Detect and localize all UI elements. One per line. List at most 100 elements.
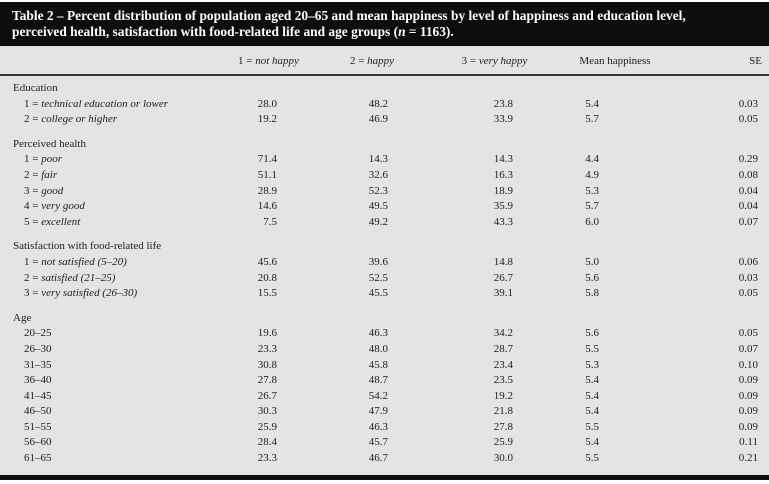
cell-value: 5.7 [585,200,599,213]
row-label-prefix: 5 = [24,215,42,228]
cell-value: 25.9 [493,436,513,449]
row-label: 2 = fair [0,168,225,184]
row-label: 61–65 [0,451,225,467]
cell-value: 32.6 [368,168,388,181]
table-area: 1 = not happy 2 = happy 3 = very happy M… [0,46,769,475]
cell-value: 27.8 [257,374,277,387]
table-row: 56–60 28.4 45.7 25.9 5.4 0.11 [0,435,769,451]
cell-value: 46.3 [368,327,388,340]
row-label: 26–30 [0,342,225,358]
cell-value: 0.21 [738,452,758,465]
cell-value: 46.3 [368,420,388,433]
cell-value: 7.5 [263,215,277,228]
table-row: 51–55 25.9 46.3 27.8 5.5 0.09 [0,420,769,436]
table-row: 41–45 26.7 54.2 19.2 5.4 0.09 [0,389,769,405]
table-row: 2 = satisfied (21–25) 20.8 52.5 26.7 5.6 0.03 [0,271,769,287]
column-header-mean-happiness: Mean happiness [557,46,673,76]
row-label-prefix: 26–30 [24,342,52,355]
cell-value: 48.7 [368,374,388,387]
cell-value: 0.09 [738,389,758,402]
table-row: 2 = college or higher 19.2 46.9 33.9 5.7 0.05 [0,112,769,128]
row-label: 20–25 [0,326,225,342]
cell-value: 5.3 [585,358,599,371]
cell-value: 5.4 [585,374,599,387]
row-label-prefix: 61–65 [24,452,52,465]
cell-value: 5.3 [585,184,599,197]
row-label: 2 = college or higher [0,112,225,128]
column-header-label: 2 = [349,55,368,67]
row-label-prefix: 2 = [24,271,42,284]
cell-value: 28.9 [257,184,277,197]
cell-value: 47.9 [368,405,388,418]
cell-value: 23.5 [493,374,513,387]
table-row: 61–65 23.3 46.7 30.0 5.5 0.21 [0,451,769,467]
cell-value: 5.4 [585,436,599,449]
cell-value: 0.09 [738,374,758,387]
caption-line-2: perceived health, satisfaction with food… [12,24,755,40]
row-label-prefix: 2 = [24,113,42,126]
row-label-prefix: 3 = [24,287,42,300]
row-label: 1 = poor [0,152,225,168]
cell-value: 5.5 [585,452,599,465]
n-symbol: n [398,23,406,39]
cell-value: 0.11 [739,436,758,449]
row-label-prefix: 41–45 [24,389,52,402]
row-label: 1 = not satisfied (5–20) [0,255,225,271]
cell-value: 5.5 [585,342,599,355]
cell-value: 15.5 [257,287,277,300]
cell-value: 14.6 [257,200,277,213]
cell-value: 21.8 [493,405,513,418]
cell-value: 23.3 [257,452,277,465]
cell-value: 0.03 [738,271,758,284]
cell-value: 5.0 [585,255,599,268]
table-body: Education 1 = technical education or lowe… [0,75,769,467]
cell-value: 4.9 [585,168,599,181]
section-header-row: Satisfaction with food-related life [0,230,769,255]
table-row: 31–35 30.8 45.8 23.4 5.3 0.10 [0,358,769,374]
row-label: 5 = excellent [0,215,225,231]
cell-value: 33.9 [493,113,513,126]
cell-value: 71.4 [257,153,277,166]
cell-value: 30.3 [257,405,277,418]
row-label-prefix: 4 = [24,200,42,213]
cell-value: 25.9 [257,420,277,433]
row-label: 3 = good [0,184,225,200]
column-header-label-em: not happy [255,55,299,67]
row-label: 41–45 [0,389,225,405]
column-header-happy: 2 = happy [312,46,432,76]
cell-value: 14.3 [493,153,513,166]
row-label-prefix: 1 = [24,97,42,110]
column-header-label-em: very happy [478,55,528,67]
cell-value: 23.4 [493,358,513,371]
cell-value: 5.8 [585,287,599,300]
cell-value: 0.10 [738,358,758,371]
cell-value: 5.4 [585,389,599,402]
cell-value: 28.7 [493,342,513,355]
cell-value: 34.2 [493,327,513,340]
cell-value: 0.29 [738,153,758,166]
cell-value: 27.8 [493,420,513,433]
cell-value: 35.9 [493,200,513,213]
row-label: 46–50 [0,404,225,420]
row-label-em: very good [41,200,85,213]
column-header-label: Mean happiness [579,55,651,67]
table-row: 1 = not satisfied (5–20) 45.6 39.6 14.8 5.0 0… [0,255,769,271]
row-label-em: excellent [41,215,81,228]
column-header-label-em: happy [367,55,395,67]
cell-value: 0.09 [738,405,758,418]
cell-value: 5.6 [585,271,599,284]
cell-value: 30.8 [257,358,277,371]
cell-value: 6.0 [585,215,599,228]
row-label-prefix: 20–25 [24,327,52,340]
section-header: Satisfaction with food-related life [13,240,162,253]
row-label-em: good [41,184,64,197]
column-header-empty [0,46,225,76]
table-row: 46–50 30.3 47.9 21.8 5.4 0.09 [0,404,769,420]
section-header: Age [13,311,32,324]
cell-value: 28.4 [257,436,277,449]
cell-value: 46.9 [368,113,388,126]
row-label-prefix: 46–50 [24,405,52,418]
cell-value: 16.3 [493,168,513,181]
table-row: 4 = very good 14.6 49.5 35.9 5.7 0.04 [0,199,769,215]
